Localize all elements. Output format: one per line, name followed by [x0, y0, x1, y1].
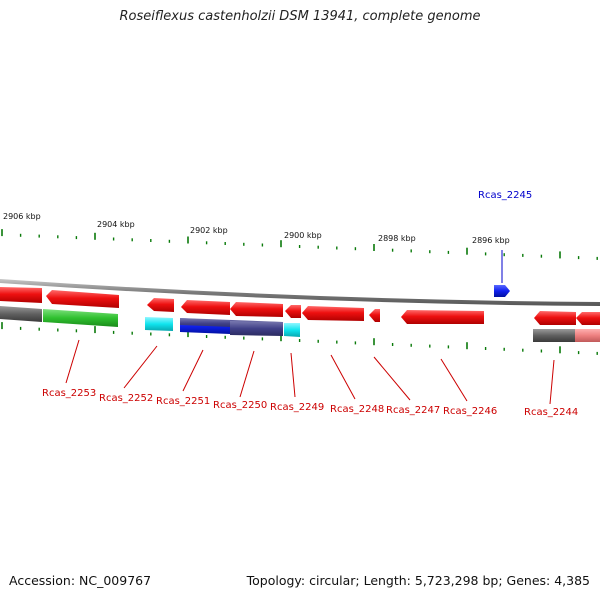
kbp-label: 2906 kbp: [3, 212, 41, 221]
kbp-label: 2898 kbp: [378, 234, 416, 243]
cds-green-feature[interactable]: [43, 309, 118, 327]
gene-label-rcas-2246[interactable]: Rcas_2246: [443, 406, 497, 417]
gene-label-rcas-2244[interactable]: Rcas_2244: [524, 407, 578, 418]
gene-rcas-2252-arrow[interactable]: [147, 298, 174, 312]
cds-slate-feature[interactable]: [230, 321, 283, 336]
accession-text: Accession: NC_009767: [9, 573, 152, 588]
gene-arrow[interactable]: [0, 287, 42, 303]
inner-tick-marks: [1, 322, 598, 355]
gene-rcas-2246-arrow[interactable]: [401, 310, 484, 324]
cds-cyan-feature[interactable]: [284, 323, 300, 337]
gene-label-rcas-2245[interactable]: Rcas_2245: [478, 190, 532, 201]
cds-features: [0, 306, 600, 342]
kbp-label: 2904 kbp: [97, 220, 135, 229]
gene-rcas-2251-leader: [182, 349, 204, 392]
gene-label-rcas-2248[interactable]: Rcas_2248: [330, 404, 384, 415]
gene-arrow[interactable]: [576, 312, 600, 325]
kbp-label: 2900 kbp: [284, 231, 322, 240]
gene-rcas-2249-arrow[interactable]: [285, 305, 301, 318]
gene-label-rcas-2247[interactable]: Rcas_2247: [386, 405, 440, 416]
genome-summary-text: Topology: circular; Length: 5,723,298 bp…: [246, 573, 590, 588]
gene-rcas-2253-arrow[interactable]: [46, 290, 119, 308]
gene-rcas-2248-arrow[interactable]: [302, 306, 364, 321]
gene-rcas-2244-leader: [549, 359, 555, 405]
gene-label-rcas-2253[interactable]: Rcas_2253: [42, 388, 96, 399]
gene-rcas-2253-leader: [65, 339, 80, 384]
cds-pink-feature[interactable]: [575, 329, 600, 342]
cds-cyan-feature[interactable]: [145, 317, 173, 331]
gene-rcas-2250-leader: [239, 350, 255, 398]
cds-gray-feature[interactable]: [0, 306, 42, 322]
map-title: Roseiflexus castenholzii DSM 13941, comp…: [119, 9, 481, 24]
cds-gray-feature[interactable]: [533, 329, 575, 342]
gene-label-rcas-2251[interactable]: Rcas_2251: [156, 396, 210, 407]
kbp-label: 2902 kbp: [190, 226, 228, 235]
gene-leader-lines: [65, 339, 555, 405]
gene-rcas-2245-arrow[interactable]: [494, 285, 510, 297]
gene-rcas-2252-leader: [123, 345, 158, 389]
kbp-label: 2896 kbp: [472, 236, 510, 245]
gene-rcas-2248-leader: [330, 354, 356, 400]
gene-label-rcas-2250[interactable]: Rcas_2250: [213, 400, 267, 411]
gene-label-rcas-2252[interactable]: Rcas_2252: [99, 393, 153, 404]
gene-rcas-2250-arrow[interactable]: [230, 302, 283, 317]
gene-label-rcas-2249[interactable]: Rcas_2249: [270, 402, 324, 413]
gene-rcas-2246-leader: [440, 358, 468, 402]
reverse-strand-genes: [0, 287, 600, 325]
gene-rcas-2247-arrow[interactable]: [369, 309, 380, 322]
outer-tick-marks: [1, 229, 598, 260]
chromosome-backbone: [0, 279, 600, 306]
gene-rcas-2251-arrow[interactable]: [181, 300, 230, 315]
gene-rcas-2249-leader: [290, 352, 296, 398]
gene-rcas-2247-leader: [373, 356, 411, 401]
gene-rcas-2244-arrow[interactable]: [534, 311, 576, 325]
